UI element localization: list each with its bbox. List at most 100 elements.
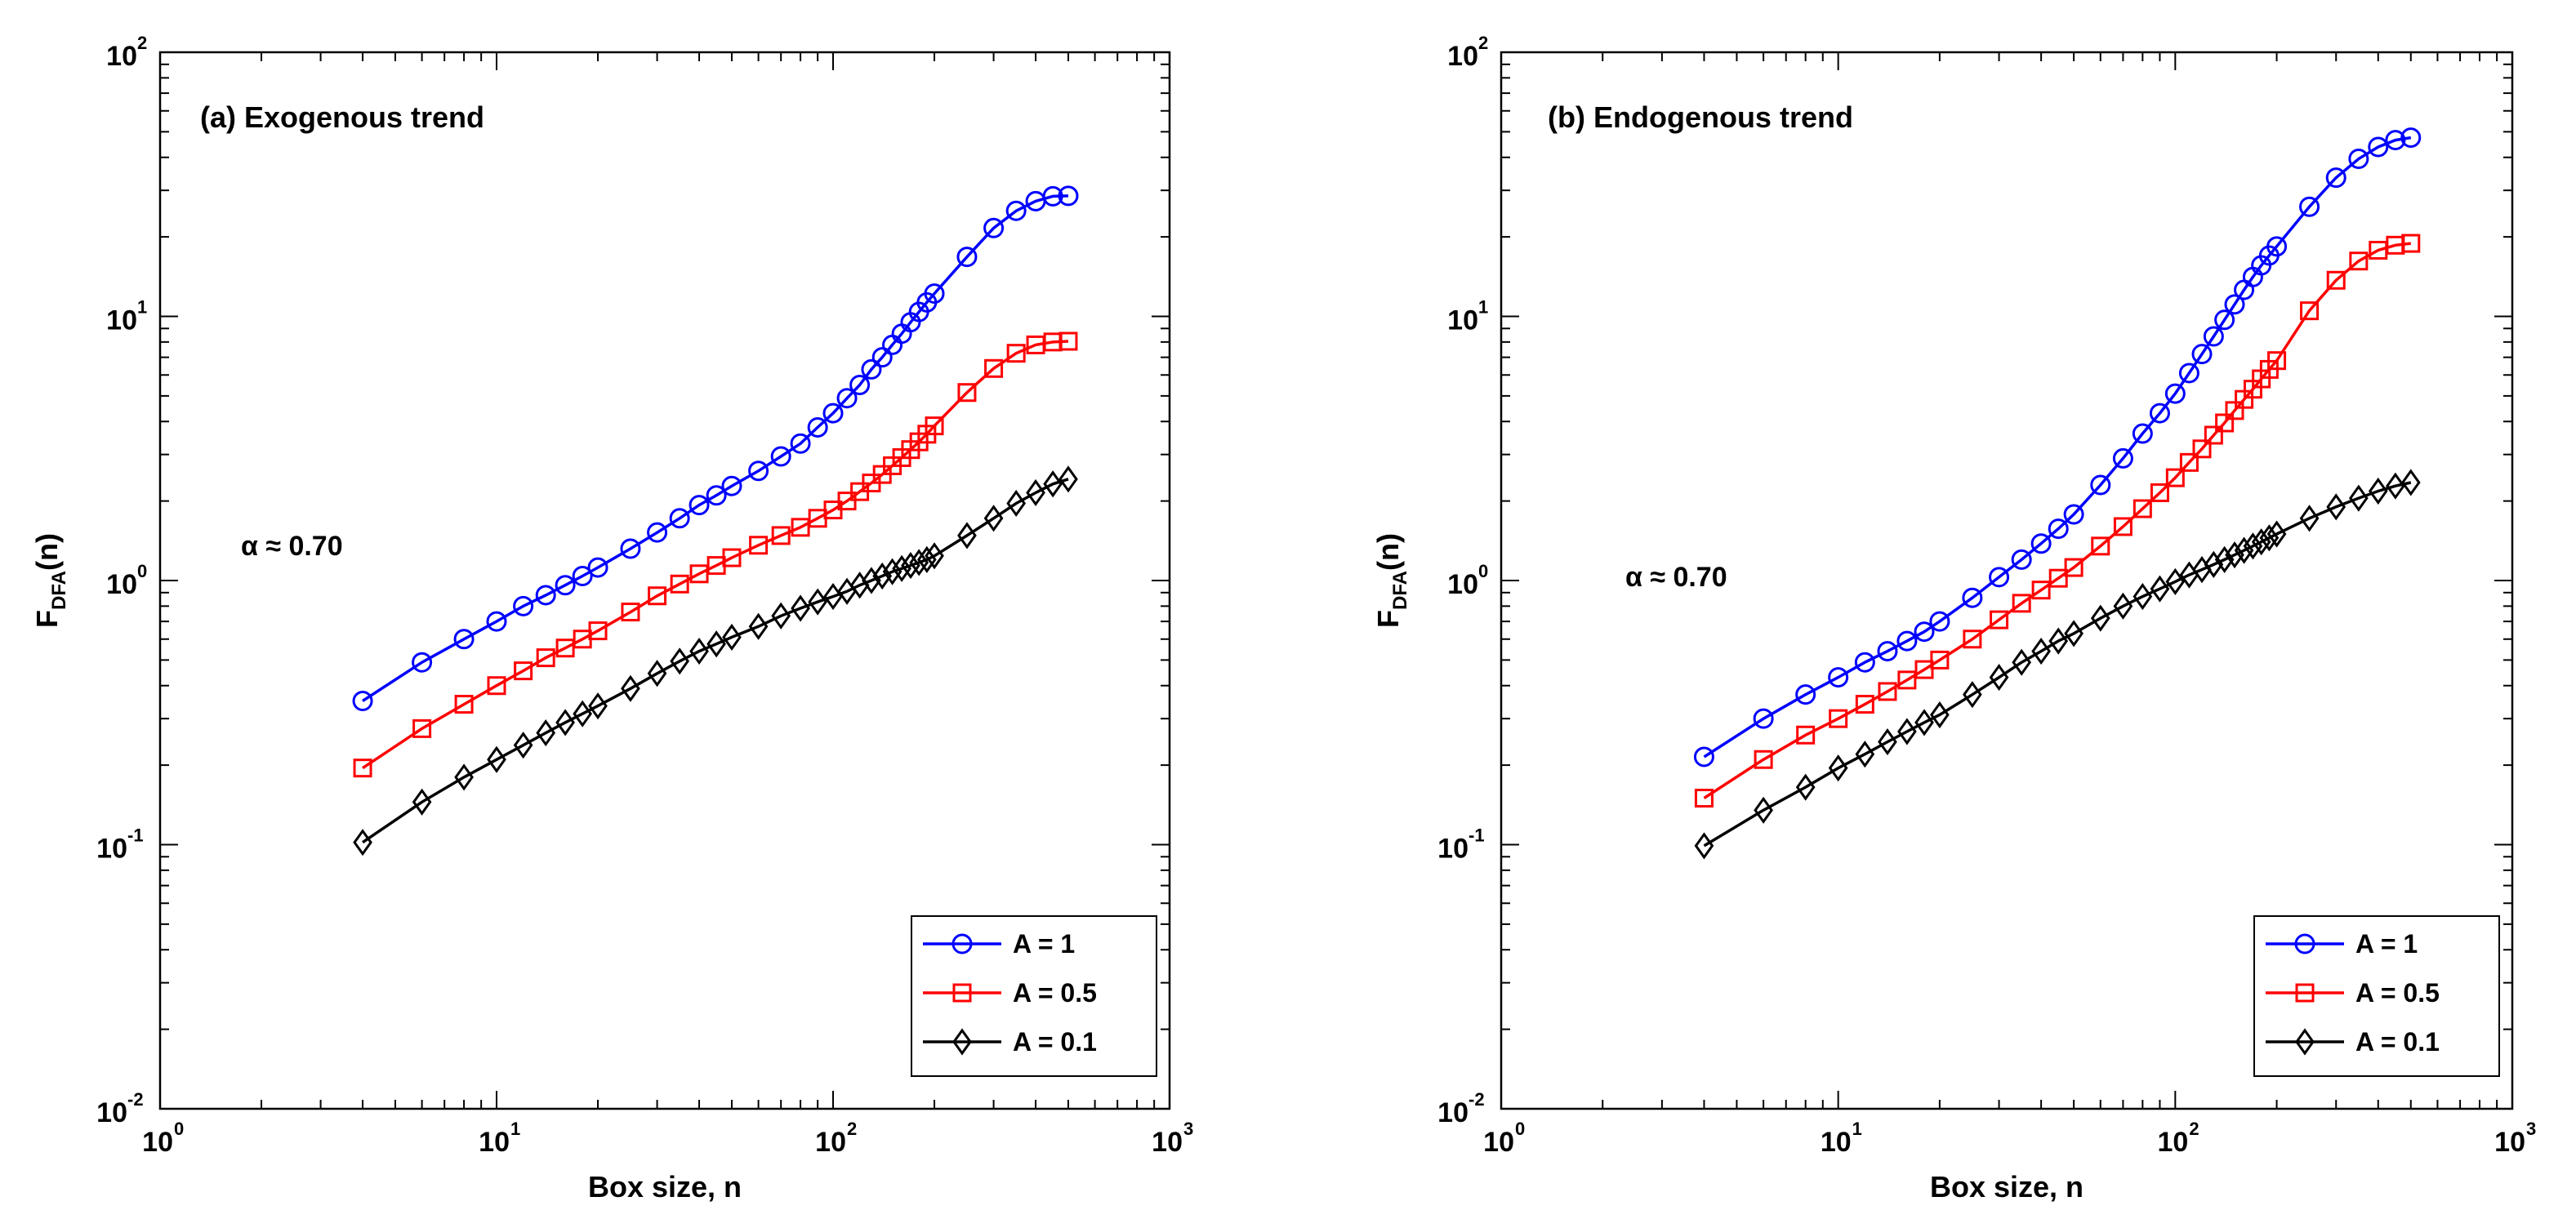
data-point <box>2179 452 2199 472</box>
series-circle <box>1693 127 2422 767</box>
data-point <box>647 522 668 543</box>
data-point <box>1043 470 1063 498</box>
data-point <box>1930 701 1950 729</box>
data-point <box>689 637 709 665</box>
series-square <box>1694 234 2421 808</box>
data-point <box>2011 549 2032 570</box>
data-point <box>514 661 533 681</box>
data-point <box>2132 423 2153 444</box>
data-point <box>535 585 556 606</box>
legend-marker <box>952 933 973 954</box>
y-tick-exponent: 1 <box>1478 297 1488 318</box>
data-point <box>2204 550 2224 578</box>
data-point <box>536 648 555 668</box>
data-point <box>1989 567 2010 588</box>
data-point <box>670 574 689 594</box>
y-tick-label: 10 <box>1447 569 1478 600</box>
data-point <box>2030 533 2052 554</box>
data-point <box>871 347 893 368</box>
data-point <box>1754 750 1773 769</box>
data-point <box>487 676 506 696</box>
data-point <box>2225 401 2244 420</box>
data-point <box>2165 468 2185 487</box>
data-point <box>1914 709 1934 736</box>
data-point <box>1694 832 1714 860</box>
data-point <box>2064 620 2084 647</box>
series-diamond <box>353 465 1078 856</box>
data-point <box>669 508 690 529</box>
legend-marker <box>2295 1028 2315 1056</box>
data-point <box>1897 670 1917 690</box>
data-point <box>2234 536 2254 564</box>
x-tick-exponent: 1 <box>1852 1119 1862 1139</box>
data-point <box>808 588 827 616</box>
data-point <box>412 718 432 738</box>
data-point <box>721 475 742 496</box>
data-point <box>1989 663 2009 692</box>
data-point <box>1026 478 1045 507</box>
data-point <box>722 623 742 652</box>
data-point <box>2368 136 2389 158</box>
data-point <box>2090 474 2111 496</box>
data-point <box>670 647 689 675</box>
data-point <box>2150 483 2169 502</box>
data-point <box>2149 403 2170 424</box>
x-tick-exponent: 2 <box>2189 1119 2199 1139</box>
data-point <box>2133 582 2153 611</box>
data-point <box>2048 627 2069 655</box>
data-point <box>706 485 727 506</box>
x-tick-exponent: 3 <box>2526 1119 2536 1139</box>
data-point <box>2299 196 2320 217</box>
data-point <box>2400 127 2422 149</box>
data-point <box>791 594 810 622</box>
data-point <box>454 763 474 791</box>
data-point <box>621 603 640 622</box>
x-tick-label: 10 <box>479 1127 510 1158</box>
data-point <box>588 692 608 720</box>
data-point <box>917 545 937 573</box>
data-point <box>924 283 945 305</box>
data-point <box>1914 621 1935 643</box>
legend-label: A = 0.5 <box>2355 978 2440 1008</box>
y-tick-exponent: 2 <box>1478 33 1488 53</box>
data-point <box>1914 660 1934 679</box>
data-point <box>1855 695 1874 714</box>
x-tick-label: 10 <box>2494 1127 2525 1158</box>
x-tick-exponent: 1 <box>510 1119 520 1139</box>
y-tick-label: 10 <box>1437 1097 1468 1128</box>
data-point <box>1694 789 1714 808</box>
data-point <box>748 460 769 482</box>
data-point <box>2386 472 2405 500</box>
data-point <box>1042 185 1063 207</box>
data-point <box>706 630 726 658</box>
alpha-annotation: α ≈ 0.70 <box>241 531 343 562</box>
x-tick-label: 10 <box>815 1127 846 1158</box>
y-tick-exponent: 0 <box>1478 561 1488 581</box>
data-point <box>2349 484 2369 512</box>
data-point <box>2204 425 2223 445</box>
data-point <box>2224 294 2245 315</box>
x-axis-label: Box size, n <box>1930 1170 2084 1203</box>
legend-marker <box>952 983 972 1003</box>
data-point <box>453 629 475 650</box>
data-point <box>2243 532 2263 560</box>
data-point <box>1962 587 1983 608</box>
data-point <box>2090 604 2110 632</box>
y-axis-label: FDFA(n) <box>30 533 70 628</box>
legend-label: A = 0.1 <box>1013 1027 1097 1057</box>
data-point <box>587 557 608 578</box>
data-point <box>770 446 791 467</box>
data-point <box>984 358 1004 378</box>
data-point <box>513 732 533 759</box>
data-point <box>588 621 608 641</box>
data-point <box>1006 489 1026 518</box>
data-point <box>1796 725 1816 745</box>
data-point <box>1854 652 1875 673</box>
data-point <box>555 575 576 596</box>
data-point <box>1878 682 1897 701</box>
data-point <box>2048 568 2068 588</box>
data-point <box>353 759 372 778</box>
legend-label: A = 0.5 <box>1013 978 1097 1008</box>
